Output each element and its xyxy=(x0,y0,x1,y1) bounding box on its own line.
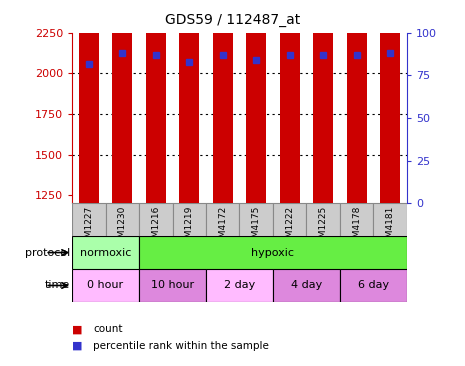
Text: GSM1219: GSM1219 xyxy=(185,206,194,249)
Bar xyxy=(373,203,407,236)
Text: GSM1230: GSM1230 xyxy=(118,206,127,249)
Text: GSM4172: GSM4172 xyxy=(218,206,227,249)
Bar xyxy=(72,203,106,236)
Text: protocol: protocol xyxy=(25,247,70,258)
Bar xyxy=(340,203,373,236)
Bar xyxy=(139,236,407,269)
Bar xyxy=(273,269,340,302)
Text: GSM4178: GSM4178 xyxy=(352,206,361,249)
Bar xyxy=(279,0,300,203)
Text: ■: ■ xyxy=(72,324,83,335)
Bar xyxy=(206,203,239,236)
Bar xyxy=(213,0,233,203)
Text: 0 hour: 0 hour xyxy=(87,280,124,291)
Text: GSM4181: GSM4181 xyxy=(385,206,395,249)
Text: GSM1225: GSM1225 xyxy=(319,206,328,249)
Bar xyxy=(346,0,367,203)
Bar xyxy=(273,203,306,236)
Bar xyxy=(146,0,166,203)
Text: 6 day: 6 day xyxy=(358,280,389,291)
Bar xyxy=(72,269,139,302)
Text: 4 day: 4 day xyxy=(291,280,322,291)
Bar xyxy=(139,203,173,236)
Text: GSM4175: GSM4175 xyxy=(252,206,261,249)
Bar xyxy=(106,203,139,236)
Bar xyxy=(206,269,273,302)
Bar xyxy=(340,269,407,302)
Bar xyxy=(139,269,206,302)
Bar xyxy=(173,203,206,236)
Text: time: time xyxy=(45,280,70,291)
Text: GSM1227: GSM1227 xyxy=(84,206,93,249)
Bar xyxy=(239,203,273,236)
Bar xyxy=(246,0,266,203)
Text: GDS59 / 112487_at: GDS59 / 112487_at xyxy=(165,13,300,27)
Bar xyxy=(179,0,199,203)
Bar xyxy=(313,0,333,203)
Text: hypoxic: hypoxic xyxy=(252,247,294,258)
Text: GSM1222: GSM1222 xyxy=(285,206,294,249)
Text: 2 day: 2 day xyxy=(224,280,255,291)
Bar xyxy=(72,236,139,269)
Text: normoxic: normoxic xyxy=(80,247,131,258)
Text: GSM1216: GSM1216 xyxy=(151,206,160,249)
Bar xyxy=(380,0,400,203)
Text: 10 hour: 10 hour xyxy=(151,280,194,291)
Bar xyxy=(306,203,340,236)
Bar xyxy=(79,0,99,203)
Text: count: count xyxy=(93,324,122,335)
Bar xyxy=(112,0,133,203)
Text: percentile rank within the sample: percentile rank within the sample xyxy=(93,341,269,351)
Text: ■: ■ xyxy=(72,341,83,351)
